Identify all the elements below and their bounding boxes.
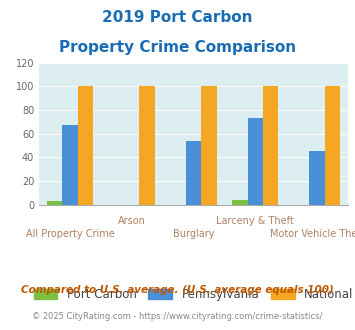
Text: Larceny & Theft: Larceny & Theft: [216, 216, 294, 226]
Text: Motor Vehicle Theft: Motor Vehicle Theft: [270, 229, 355, 239]
Bar: [263, 86, 278, 205]
Text: 2019 Port Carbon: 2019 Port Carbon: [102, 10, 253, 25]
Bar: [78, 86, 93, 205]
Bar: [201, 86, 217, 205]
Bar: [309, 151, 325, 205]
Legend: Port Carbon, Pennsylvania, National: Port Carbon, Pennsylvania, National: [30, 284, 355, 304]
Text: All Property Crime: All Property Crime: [26, 229, 114, 239]
Text: Property Crime Comparison: Property Crime Comparison: [59, 40, 296, 54]
Bar: [247, 118, 263, 205]
Bar: [186, 141, 201, 205]
Bar: [47, 201, 62, 205]
Text: Arson: Arson: [118, 216, 146, 226]
Bar: [140, 86, 155, 205]
Text: Burglary: Burglary: [173, 229, 214, 239]
Bar: [232, 200, 247, 205]
Bar: [62, 125, 78, 205]
Bar: [325, 86, 340, 205]
Text: © 2025 CityRating.com - https://www.cityrating.com/crime-statistics/: © 2025 CityRating.com - https://www.city…: [32, 312, 323, 321]
Text: Compared to U.S. average. (U.S. average equals 100): Compared to U.S. average. (U.S. average …: [21, 285, 334, 295]
